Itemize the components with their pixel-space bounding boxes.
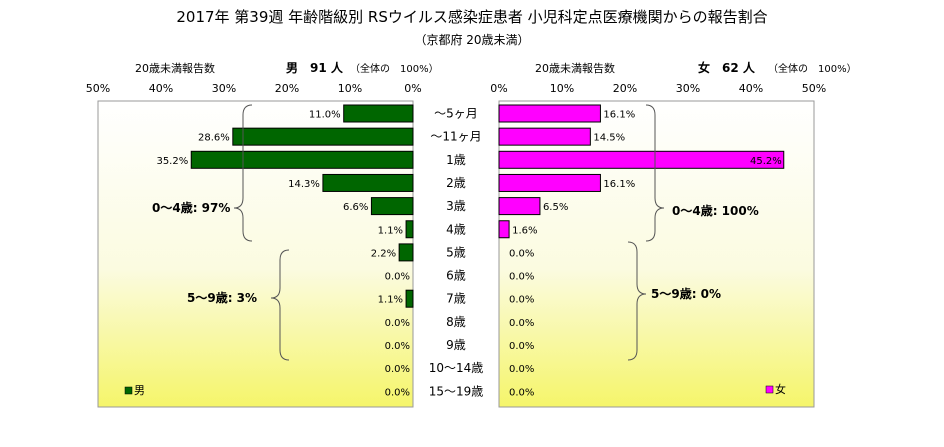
- axis-tick-label: 20%: [613, 82, 637, 95]
- female-bar: [498, 220, 510, 239]
- male-bar: [322, 173, 414, 192]
- male-value-label: 28.6%: [198, 133, 230, 144]
- chart-title: 2017年 第39週 年齢階級別 RSウイルス感染症患者 小児科定点医療機関から…: [176, 8, 767, 26]
- category-label: 4歳: [446, 222, 466, 236]
- female-value-label: 16.1%: [603, 179, 635, 190]
- female-bar: [498, 150, 785, 169]
- female-bar: [498, 104, 601, 123]
- axis-tick-label: 0%: [404, 82, 421, 95]
- female-legend-swatch: [765, 385, 774, 394]
- category-label: 5歳: [446, 245, 466, 259]
- male-legend-label: 男: [134, 384, 145, 397]
- male-header-count-label: 20歳未満報告数: [135, 62, 215, 75]
- female-value-label: 45.2%: [750, 156, 782, 167]
- male-value-label: 11.0%: [309, 110, 341, 121]
- category-label: ～5ヶ月: [434, 107, 478, 121]
- female-value-label: 0.0%: [509, 387, 534, 398]
- female-bracket-5-9: [627, 241, 647, 361]
- value-labels: 11.0% 16.1% 28.6% 14.5% 35.2% 45.2% 14.3% 16.1%…: [156, 110, 781, 399]
- male-group-label-0-4: 0～4歳: 97%: [152, 200, 230, 215]
- male-bar: [190, 150, 414, 169]
- axis-tick-label: 30%: [676, 82, 700, 95]
- male-bar: [370, 197, 414, 216]
- female-header-title: 女 62 人: [698, 60, 756, 75]
- male-header-title: 男 91 人: [286, 60, 344, 75]
- female-bracket-0-4: [645, 104, 665, 242]
- female-header-count-label: 20歳未満報告数: [535, 62, 615, 75]
- axis-tick-label: 50%: [86, 82, 110, 95]
- male-bracket-5-9: [270, 249, 290, 361]
- category-label: ～11ヶ月: [430, 130, 481, 144]
- category-label: 9歳: [446, 338, 466, 352]
- male-value-label: 0.0%: [385, 364, 410, 375]
- category-labels: ～5ヶ月 ～11ヶ月 1歳 2歳 3歳 4歳 5歳 6歳 7歳 8歳 9歳 10～14歳 15～19歳: [429, 107, 484, 399]
- female-header-note: （全体の 100%）: [768, 62, 857, 75]
- female-bar: [498, 173, 601, 192]
- female-plot-area: [498, 100, 815, 408]
- male-value-label: 0.0%: [385, 341, 410, 352]
- axis-tick-label: 40%: [739, 82, 763, 95]
- female-group-label-0-4: 0～4歳: 100%: [672, 203, 759, 218]
- male-value-label: 1.1%: [378, 295, 403, 306]
- female-value-label: 0.0%: [509, 318, 534, 329]
- male-header-note: （全体の 100%）: [350, 62, 439, 75]
- axis-tick-label: 50%: [802, 82, 826, 95]
- axis-tick-label: 10%: [550, 82, 574, 95]
- female-value-label: 0.0%: [509, 272, 534, 283]
- male-value-label: 14.3%: [288, 179, 320, 190]
- category-label: 2歳: [446, 176, 466, 190]
- axis-tick-label: 0%: [490, 82, 507, 95]
- female-value-label: 0.0%: [509, 248, 534, 259]
- male-value-label: 35.2%: [156, 156, 188, 167]
- bars: [190, 104, 785, 308]
- female-value-label: 6.5%: [543, 202, 568, 213]
- male-value-label: 6.6%: [343, 202, 368, 213]
- male-plot-area: [97, 100, 414, 408]
- female-bar: [498, 127, 591, 146]
- female-value-label: 0.0%: [509, 364, 534, 375]
- female-value-label: 0.0%: [509, 341, 534, 352]
- axis-tick-label: 30%: [212, 82, 236, 95]
- male-value-label: 0.0%: [385, 387, 410, 398]
- female-value-label: 0.0%: [509, 295, 534, 306]
- male-legend-swatch: [124, 386, 133, 395]
- axis-ticks: 50% 40% 30% 20% 10% 0% 0% 10% 20% 30% 40% 50%: [86, 82, 826, 95]
- category-label: 6歳: [446, 269, 466, 283]
- male-value-label: 0.0%: [385, 318, 410, 329]
- male-bar: [405, 220, 414, 239]
- male-value-label: 1.1%: [378, 225, 403, 236]
- male-group-label-5-9: 5～9歳: 3%: [187, 290, 257, 305]
- male-bracket-0-4: [233, 104, 253, 242]
- male-value-label: 2.2%: [371, 248, 396, 259]
- category-label: 3歳: [446, 199, 466, 213]
- category-label: 8歳: [446, 315, 466, 329]
- male-bar: [343, 104, 414, 123]
- male-value-label: 0.0%: [385, 272, 410, 283]
- axis-tick-label: 40%: [149, 82, 173, 95]
- category-label: 10～14歳: [429, 361, 484, 375]
- chart-subtitle: （京都府 20歳未満）: [414, 32, 529, 47]
- axis-tick-label: 10%: [338, 82, 362, 95]
- male-bar: [232, 127, 414, 146]
- category-label: 7歳: [446, 292, 466, 306]
- female-bar: [498, 197, 541, 216]
- female-value-label: 1.6%: [512, 225, 537, 236]
- category-label: 1歳: [446, 153, 466, 167]
- category-label: 15～19歳: [429, 384, 484, 398]
- female-value-label: 14.5%: [593, 133, 625, 144]
- female-group-label-5-9: 5～9歳: 0%: [651, 286, 721, 301]
- male-bar: [405, 289, 414, 308]
- axis-tick-label: 20%: [275, 82, 299, 95]
- female-value-label: 16.1%: [603, 110, 635, 121]
- female-legend-label: 女: [775, 382, 786, 396]
- male-bar: [398, 243, 414, 262]
